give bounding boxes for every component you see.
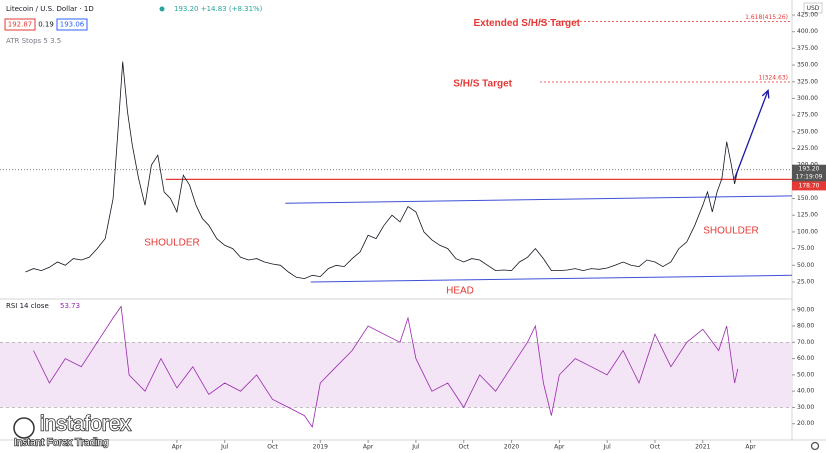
logo: instaforex — [40, 413, 132, 436]
trendline — [285, 195, 793, 204]
tagline: Instant Forex Trading — [14, 438, 109, 449]
y-tick-label: 80.00 — [797, 323, 814, 330]
ohlc-box: 192.87 — [8, 21, 33, 29]
y-tick-label: 20.00 — [797, 420, 814, 427]
arrow — [734, 90, 769, 179]
annotation: SHOULDER — [144, 238, 200, 249]
x-tick-label: Jul — [411, 444, 420, 451]
target-label: 1.618(415.26) — [745, 14, 788, 21]
y-tick-label: 70.00 — [797, 339, 814, 346]
settings-icon[interactable] — [810, 441, 820, 451]
y-tick-label: 75.00 — [797, 245, 814, 252]
rsi-band — [0, 342, 792, 408]
x-tick-label: Apr — [554, 444, 565, 451]
box — [4, 18, 36, 31]
y-tick-label: 325.00 — [797, 78, 818, 85]
box — [56, 18, 88, 31]
ohlc-box: 0.19 — [38, 21, 54, 29]
y-tick-label: 100.00 — [797, 228, 818, 235]
annotation: HEAD — [446, 286, 474, 297]
x-tick-label: 2020 — [504, 444, 519, 451]
y-tick-label: 90.00 — [797, 306, 814, 313]
price-line-series — [25, 61, 739, 280]
x-tick-label: Apr — [363, 444, 374, 451]
quote: 193.20 +14.83 (+8.31%) — [174, 5, 263, 13]
y-tick-label: 375.00 — [797, 45, 818, 52]
y-tick-label: 60.00 — [797, 355, 814, 362]
x-tick-label: Jul — [220, 444, 229, 451]
y-tick-label: 150.00 — [797, 195, 818, 202]
price-label: 193.20 — [799, 166, 820, 173]
x-tick-label: 2021 — [695, 444, 710, 451]
y-tick-label: 425.00 — [797, 12, 818, 19]
y-tick-label: 50.00 — [797, 371, 814, 378]
y-tick-label: 50.00 — [797, 262, 814, 269]
price-label: 178.70 — [799, 182, 820, 189]
logo-icon — [13, 417, 35, 439]
annotation: SHOULDER — [703, 226, 759, 237]
y-tick-label: 275.00 — [797, 112, 818, 119]
rsi-last: 53.73 — [60, 302, 80, 310]
y-tick-label: 30.00 — [797, 404, 814, 411]
price-box — [792, 181, 826, 191]
ohlc-box: 193.06 — [60, 21, 85, 29]
currency: USD — [807, 5, 820, 12]
arrow-head — [761, 89, 770, 99]
x-tick-label: Oct — [459, 444, 470, 451]
x-tick-label: Apr — [745, 444, 756, 451]
rsi-line — [33, 305, 739, 429]
x-tick-label: Apr — [172, 444, 183, 451]
rsi-title: RSI 14 close — [6, 302, 49, 310]
price-box — [792, 164, 826, 182]
target-label: 1(324.63) — [759, 75, 789, 82]
y-tick-label: 250.00 — [797, 128, 818, 135]
y-tick-label: 400.00 — [797, 28, 818, 35]
x-tick-label: 2019 — [313, 444, 328, 451]
x-tick-label: Jul — [603, 444, 612, 451]
chart-title: Litecoin / U.S. Dollar · 1D — [6, 5, 94, 13]
y-tick-label: 25.00 — [797, 278, 814, 285]
target-name: S/H/S Target — [453, 79, 512, 90]
y-tick-label: 350.00 — [797, 62, 818, 69]
trendline — [310, 274, 793, 283]
currency-box[interactable] — [803, 2, 823, 14]
target-name: Extended S/H/S Target — [473, 18, 580, 29]
countdown: 17:19:09 — [796, 174, 823, 181]
x-tick-label: Oct — [650, 444, 661, 451]
y-tick-label: 125.00 — [797, 212, 818, 219]
indicator-label: ATR Stops 5 3.5 — [6, 37, 61, 45]
status-dot — [159, 6, 165, 12]
y-tick-label: 300.00 — [797, 95, 818, 102]
y-tick-label: 40.00 — [797, 388, 814, 395]
x-tick-label: Oct — [267, 444, 278, 451]
y-tick-label: 225.00 — [797, 145, 818, 152]
